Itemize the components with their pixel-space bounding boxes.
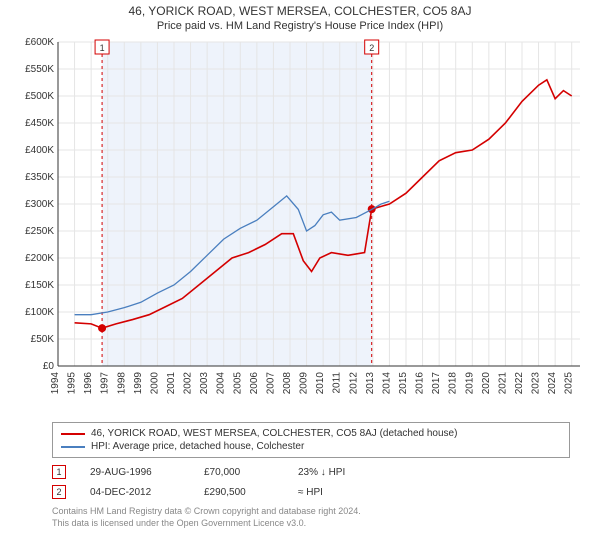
y-tick-label: £0 — [43, 361, 55, 372]
legend-swatch — [61, 446, 85, 448]
legend-row: 46, YORICK ROAD, WEST MERSEA, COLCHESTER… — [61, 427, 561, 440]
sales-marker-box: 2 — [52, 485, 66, 499]
y-tick-label: £550K — [25, 64, 54, 75]
x-tick-label: 2012 — [348, 372, 359, 395]
y-tick-label: £200K — [25, 253, 54, 264]
x-tick-label: 2024 — [547, 372, 558, 395]
y-tick-label: £300K — [25, 199, 54, 210]
y-tick-label: £100K — [25, 307, 54, 318]
x-tick-label: 2025 — [564, 372, 575, 395]
legend-box: 46, YORICK ROAD, WEST MERSEA, COLCHESTER… — [52, 422, 570, 458]
sales-hpi-delta: 23% ↓ HPI — [298, 467, 345, 478]
chart-plot-area: £0 £50K £100K £150K £200K £250K £300K £350K £400… — [10, 36, 590, 416]
sales-price: £290,500 — [204, 487, 274, 498]
y-tick-label: £600K — [25, 37, 54, 48]
x-tick-label: 2010 — [315, 372, 326, 395]
footnote-line: This data is licensed under the Open Gov… — [52, 518, 570, 530]
x-tick-label: 2021 — [497, 372, 508, 395]
legend-label: HPI: Average price, detached house, Colc… — [91, 441, 304, 452]
sales-date: 04-DEC-2012 — [90, 487, 180, 498]
chart-subtitle: Price paid vs. HM Land Registry's House … — [0, 18, 600, 36]
sales-marker-box: 1 — [52, 465, 66, 479]
y-tick-label: £350K — [25, 172, 54, 183]
y-tick-label: £50K — [31, 334, 55, 345]
x-tick-label: 2023 — [531, 372, 542, 395]
x-tick-label: 2022 — [514, 372, 525, 395]
x-tick-label: 2000 — [149, 372, 160, 395]
sale-marker-number: 1 — [100, 43, 105, 53]
x-tick-label: 2016 — [415, 372, 426, 395]
x-tick-label: 2015 — [398, 372, 409, 395]
sales-table: 1 29-AUG-1996 £70,000 23% ↓ HPI 2 04-DEC-2012… — [52, 462, 570, 502]
sales-price: £70,000 — [204, 467, 274, 478]
x-tick-label: 2019 — [464, 372, 475, 395]
x-tick-label: 1998 — [116, 372, 127, 395]
x-tick-label: 2002 — [183, 372, 194, 395]
x-tick-label: 2001 — [166, 372, 177, 395]
chart-svg: £0 £50K £100K £150K £200K £250K £300K £350K £400… — [10, 36, 590, 416]
sales-date: 29-AUG-1996 — [90, 467, 180, 478]
y-tick-label: £150K — [25, 280, 54, 291]
x-tick-label: 1994 — [50, 372, 61, 395]
x-tick-label: 2008 — [282, 372, 293, 395]
x-tick-label: 1996 — [83, 372, 94, 395]
legend-swatch — [61, 433, 85, 435]
y-tick-label: £400K — [25, 145, 54, 156]
sales-hpi-delta: ≈ HPI — [298, 487, 323, 498]
x-tick-label: 2005 — [232, 372, 243, 395]
x-tick-label: 2004 — [216, 372, 227, 395]
x-tick-label: 1997 — [100, 372, 111, 395]
x-tick-label: 2003 — [199, 372, 210, 395]
x-tick-label: 2014 — [381, 372, 392, 395]
footnote-line: Contains HM Land Registry data © Crown c… — [52, 506, 570, 518]
x-tick-label: 2020 — [481, 372, 492, 395]
x-tick-label: 2009 — [299, 372, 310, 395]
x-tick-label: 2007 — [265, 372, 276, 395]
sale-marker-number: 2 — [369, 43, 374, 53]
footnote: Contains HM Land Registry data © Crown c… — [52, 506, 570, 529]
x-tick-label: 2017 — [431, 372, 442, 395]
x-tick-label: 1999 — [133, 372, 144, 395]
chart-container: 46, YORICK ROAD, WEST MERSEA, COLCHESTER… — [0, 0, 600, 560]
y-tick-label: £250K — [25, 226, 54, 237]
x-tick-label: 2013 — [365, 372, 376, 395]
x-tick-label: 2018 — [448, 372, 459, 395]
y-tick-label: £500K — [25, 91, 54, 102]
x-tick-label: 1995 — [67, 372, 78, 395]
legend-row: HPI: Average price, detached house, Colc… — [61, 440, 561, 453]
x-tick-label: 2006 — [249, 372, 260, 395]
sales-row: 1 29-AUG-1996 £70,000 23% ↓ HPI — [52, 462, 570, 482]
y-tick-label: £450K — [25, 118, 54, 129]
chart-title: 46, YORICK ROAD, WEST MERSEA, COLCHESTER… — [0, 0, 600, 18]
x-tick-label: 2011 — [332, 372, 343, 394]
legend-label: 46, YORICK ROAD, WEST MERSEA, COLCHESTER… — [91, 428, 457, 439]
sales-row: 2 04-DEC-2012 £290,500 ≈ HPI — [52, 482, 570, 502]
